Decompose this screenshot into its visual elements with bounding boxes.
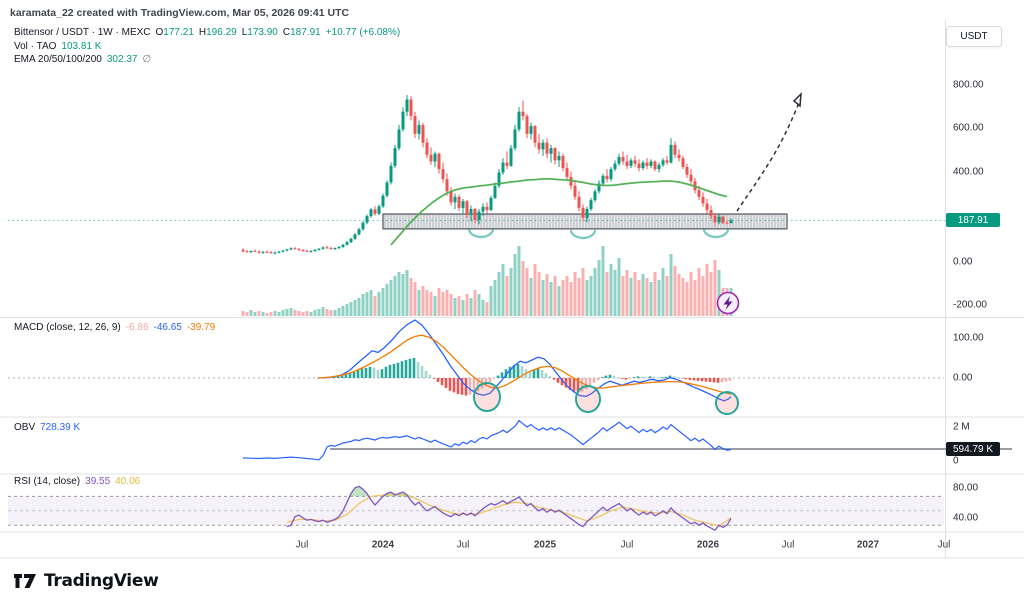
tradingview-logo-text: TradingView [44, 571, 159, 591]
symbol-title[interactable]: Bittensor / USDT · 1W · MEXC [14, 27, 151, 38]
macd-axis-label: 0.00 [953, 372, 973, 384]
rsi-value: 39.55 [85, 476, 111, 487]
ema-suffix: ∅ [142, 54, 152, 65]
symbol-legend: Bittensor / USDT · 1W · MEXC O 177.21 H 196… [14, 27, 400, 38]
macd-line-value: -46.65 [153, 322, 182, 333]
obv-label: OBV [14, 422, 36, 433]
volume-label: Vol · TAO [14, 41, 57, 52]
macd-axis-label: 100.00 [953, 332, 984, 344]
time-axis-label: Jul [620, 539, 634, 551]
projection-arrow [736, 92, 802, 212]
ema-label: EMA 20/50/100/200 [14, 54, 102, 65]
rsi-legend: RSI (14, close) 39.55 40.06 [14, 476, 140, 487]
macd-hist-value: -6.86 [125, 322, 149, 333]
tradingview-logo[interactable]: TradingView [13, 571, 159, 591]
price-axis-label: -200.00 [953, 299, 987, 311]
obv-axis-label: 0 [953, 455, 959, 467]
obv-axis-label: 2 M [953, 421, 970, 433]
obv-pane [242, 419, 1012, 461]
macd-signal-value: -39.79 [186, 322, 216, 333]
time-axis-label: Jul [456, 539, 470, 551]
watermark: karamata_22 created with TradingView.com… [10, 7, 350, 19]
price-axis-label: 800.00 [953, 79, 984, 91]
volume-bars [241, 246, 733, 316]
support-arc-markers [467, 228, 730, 240]
rsi-pane [286, 485, 732, 532]
candlesticks [241, 95, 733, 255]
obv-value: 728.39 K [40, 422, 81, 433]
tradingview-logo-icon [14, 574, 36, 588]
ema-legend: EMA 20/50/100/200 302.37 ∅ [14, 54, 151, 65]
rsi-ma-value: 40.06 [115, 476, 141, 487]
obv-value-badge: 594.79 K [946, 442, 1000, 456]
rsi-label: RSI (14, close) [14, 476, 81, 487]
price-axis-label: 600.00 [953, 122, 984, 134]
volume-legend: Vol · TAO 103.81 K [14, 41, 101, 52]
rsi-axis-label: 40.00 [953, 512, 979, 524]
price-axis-label: 400.00 [953, 166, 984, 178]
currency-toggle-button[interactable]: USDT [946, 26, 1002, 47]
macd-pane [8, 319, 944, 402]
ohlc-token: O 177.21 [155, 27, 194, 38]
obv-legend: OBV 728.39 K [14, 422, 80, 433]
time-axis-label: Jul [295, 539, 309, 551]
price-change: +10.77 (+6.08%) [325, 27, 401, 38]
ohlc-token: H 196.29 [198, 27, 237, 38]
time-axis-label: Jul [937, 539, 951, 551]
last-price-badge: 187.91 [946, 213, 1000, 227]
rsi-axis-label: 80.00 [953, 482, 979, 494]
rsi-band [8, 495, 944, 526]
time-axis-label: 2026 [696, 539, 720, 551]
time-axis-label: Jul [781, 539, 795, 551]
ema-line [390, 178, 728, 246]
time-axis-label: 2024 [371, 539, 395, 551]
macd-label: MACD (close, 12, 26, 9) [14, 322, 121, 333]
ohlc-token: C 187.91 [282, 27, 321, 38]
ohlc-values: O 177.21 H 196.29 L 173.90 C 187.91 [156, 27, 321, 38]
time-axis-label: 2027 [856, 539, 880, 551]
volume-value: 103.81 K [61, 41, 102, 52]
price-axis-label: 0.00 [953, 256, 973, 268]
support-zone [382, 213, 788, 230]
pane-dividers [0, 20, 1024, 559]
annotation-markers [473, 291, 740, 415]
time-axis-label: 2025 [533, 539, 557, 551]
ema-value: 302.37 [106, 54, 138, 65]
macd-legend: MACD (close, 12, 26, 9) -6.86 -46.65 -39… [14, 322, 215, 333]
ohlc-token: L 173.90 [241, 27, 278, 38]
